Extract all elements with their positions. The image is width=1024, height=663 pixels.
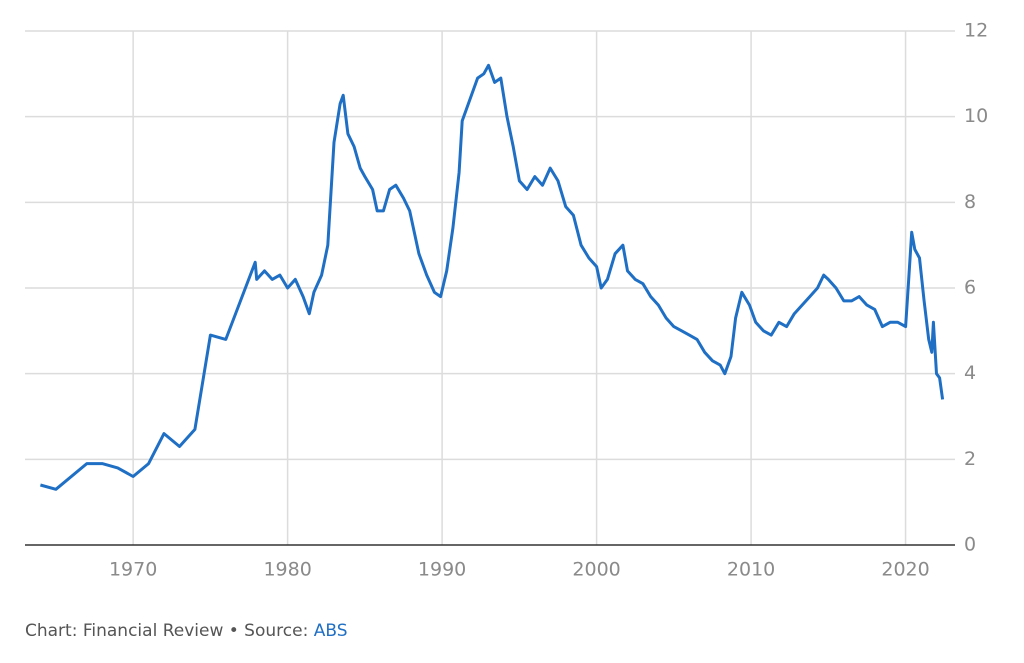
y-tick-label: 12 [964,20,988,42]
y-tick-label: 6 [964,277,976,299]
y-tick-label: 8 [964,191,976,213]
x-tick-label: 1980 [263,559,311,581]
x-tick-label: 2000 [572,559,620,581]
line-series [39,63,945,491]
x-tick-label: 2010 [727,559,775,581]
footer-note: Chart: Financial Review • Source: [25,621,308,641]
y-tick-label: 0 [964,534,976,556]
x-tick-label: 2020 [881,559,929,581]
x-tick-label: 1970 [109,559,157,581]
footer-source[interactable]: ABS [314,621,348,641]
footer: Chart: Financial Review • Source: ABS [25,621,348,641]
y-tick-label: 2 [964,448,976,470]
y-tick-label: 10 [964,105,988,127]
y-tick-label: 4 [964,362,976,384]
x-tick-label: 1990 [418,559,466,581]
